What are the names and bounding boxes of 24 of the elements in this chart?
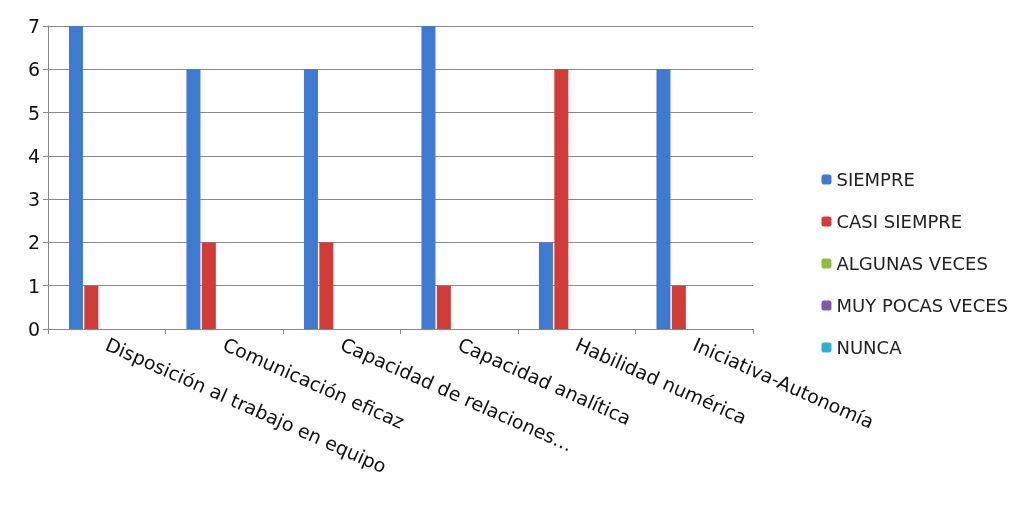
- y-tick-label: 0: [27, 318, 40, 340]
- bar: [68, 26, 83, 329]
- bar: [319, 242, 334, 329]
- legend-label: CASI SIEMPRE: [836, 211, 963, 232]
- bar: [554, 69, 569, 329]
- legend-label: ALGUNAS VECES: [836, 253, 988, 274]
- bar: [538, 242, 553, 329]
- y-tick-label: 3: [27, 188, 40, 211]
- bar: [303, 69, 318, 329]
- legend-label: MUY POCAS VECES: [836, 295, 1008, 316]
- y-tick-label: 1: [27, 274, 40, 297]
- bar: [436, 285, 451, 329]
- bar: [656, 69, 671, 329]
- y-tick-label: 2: [27, 231, 40, 254]
- bar: [421, 26, 436, 329]
- bar: [84, 285, 99, 329]
- y-tick-label: 5: [27, 101, 40, 124]
- y-tick-label: 7: [27, 15, 40, 37]
- y-tick-label: 4: [27, 144, 40, 167]
- legend-label: SIEMPRE: [836, 169, 915, 190]
- y-tick-label: 6: [27, 58, 40, 81]
- bar: [671, 285, 686, 329]
- bar: [201, 242, 216, 329]
- bar: [186, 69, 201, 329]
